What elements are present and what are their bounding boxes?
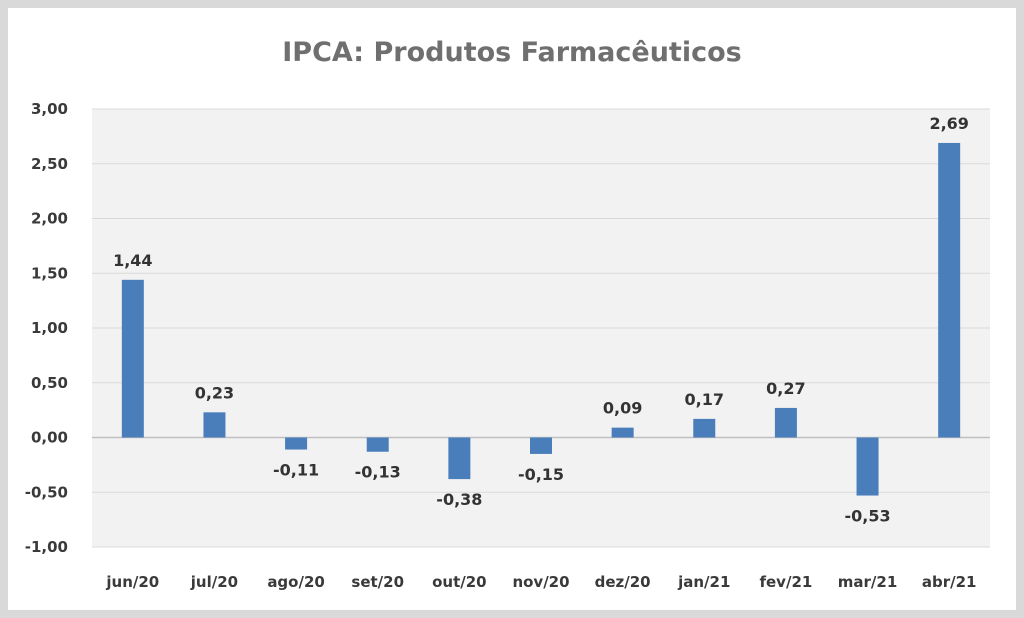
bar (366, 437, 389, 452)
bar (774, 407, 797, 438)
y-tick-label: 0,50 (31, 374, 68, 392)
y-tick-label: 2,00 (31, 210, 68, 228)
y-tick-label: 2,50 (31, 155, 68, 173)
data-label: 0,09 (603, 399, 642, 418)
data-label: -0,38 (436, 490, 482, 509)
y-tick-label: 1,00 (31, 319, 68, 337)
data-label: -0,13 (355, 463, 401, 482)
x-tick-label: fev/21 (759, 573, 812, 591)
y-tick-label: 3,00 (31, 100, 68, 118)
bar (693, 418, 716, 438)
data-label: 0,27 (766, 379, 805, 398)
bar (530, 437, 552, 454)
y-tick-label: 1,50 (31, 264, 68, 282)
x-tick-label: dez/20 (595, 573, 651, 591)
bar (203, 412, 226, 438)
chart-title: IPCA: Produtos Farmacêuticos (282, 37, 741, 68)
y-tick-label: -1,00 (25, 538, 68, 556)
x-tick-label: nov/20 (512, 573, 569, 591)
x-tick-label: set/20 (351, 573, 404, 591)
x-tick-label: out/20 (432, 573, 487, 591)
data-label: 0,23 (195, 383, 234, 402)
data-label: 2,69 (929, 114, 968, 133)
bar (856, 437, 879, 496)
data-label: -0,53 (844, 507, 890, 526)
bar (938, 142, 961, 438)
y-axis: 3,00 2,50 2,00 1,50 1,00 0,50 0,00 -0,50 -1,00 (25, 100, 68, 556)
x-tick-label: jan/21 (677, 573, 730, 591)
data-label: 0,17 (685, 390, 724, 409)
x-tick-label: jun/20 (105, 573, 159, 591)
data-label: -0,15 (518, 465, 564, 484)
bar (448, 437, 471, 480)
data-labels: 1,44 0,23 -0,11 -0,13 -0,38 -0,15 0,09 0,17 0,27… (113, 114, 969, 526)
y-tick-label: -0,50 (25, 483, 68, 501)
bar (121, 279, 144, 438)
data-label: 1,44 (113, 251, 152, 270)
bar (611, 427, 634, 438)
x-tick-label: jul/20 (190, 573, 238, 591)
y-tick-label: 0,00 (31, 429, 68, 447)
x-axis: jun/20 jul/20 ago/20 set/20 out/20 nov/20 dez/… (105, 573, 976, 591)
bars (121, 142, 961, 496)
bar (285, 437, 308, 450)
data-label: -0,11 (273, 461, 319, 480)
x-tick-label: ago/20 (267, 573, 325, 591)
x-tick-label: abr/21 (922, 573, 977, 591)
x-tick-label: mar/21 (838, 573, 898, 591)
